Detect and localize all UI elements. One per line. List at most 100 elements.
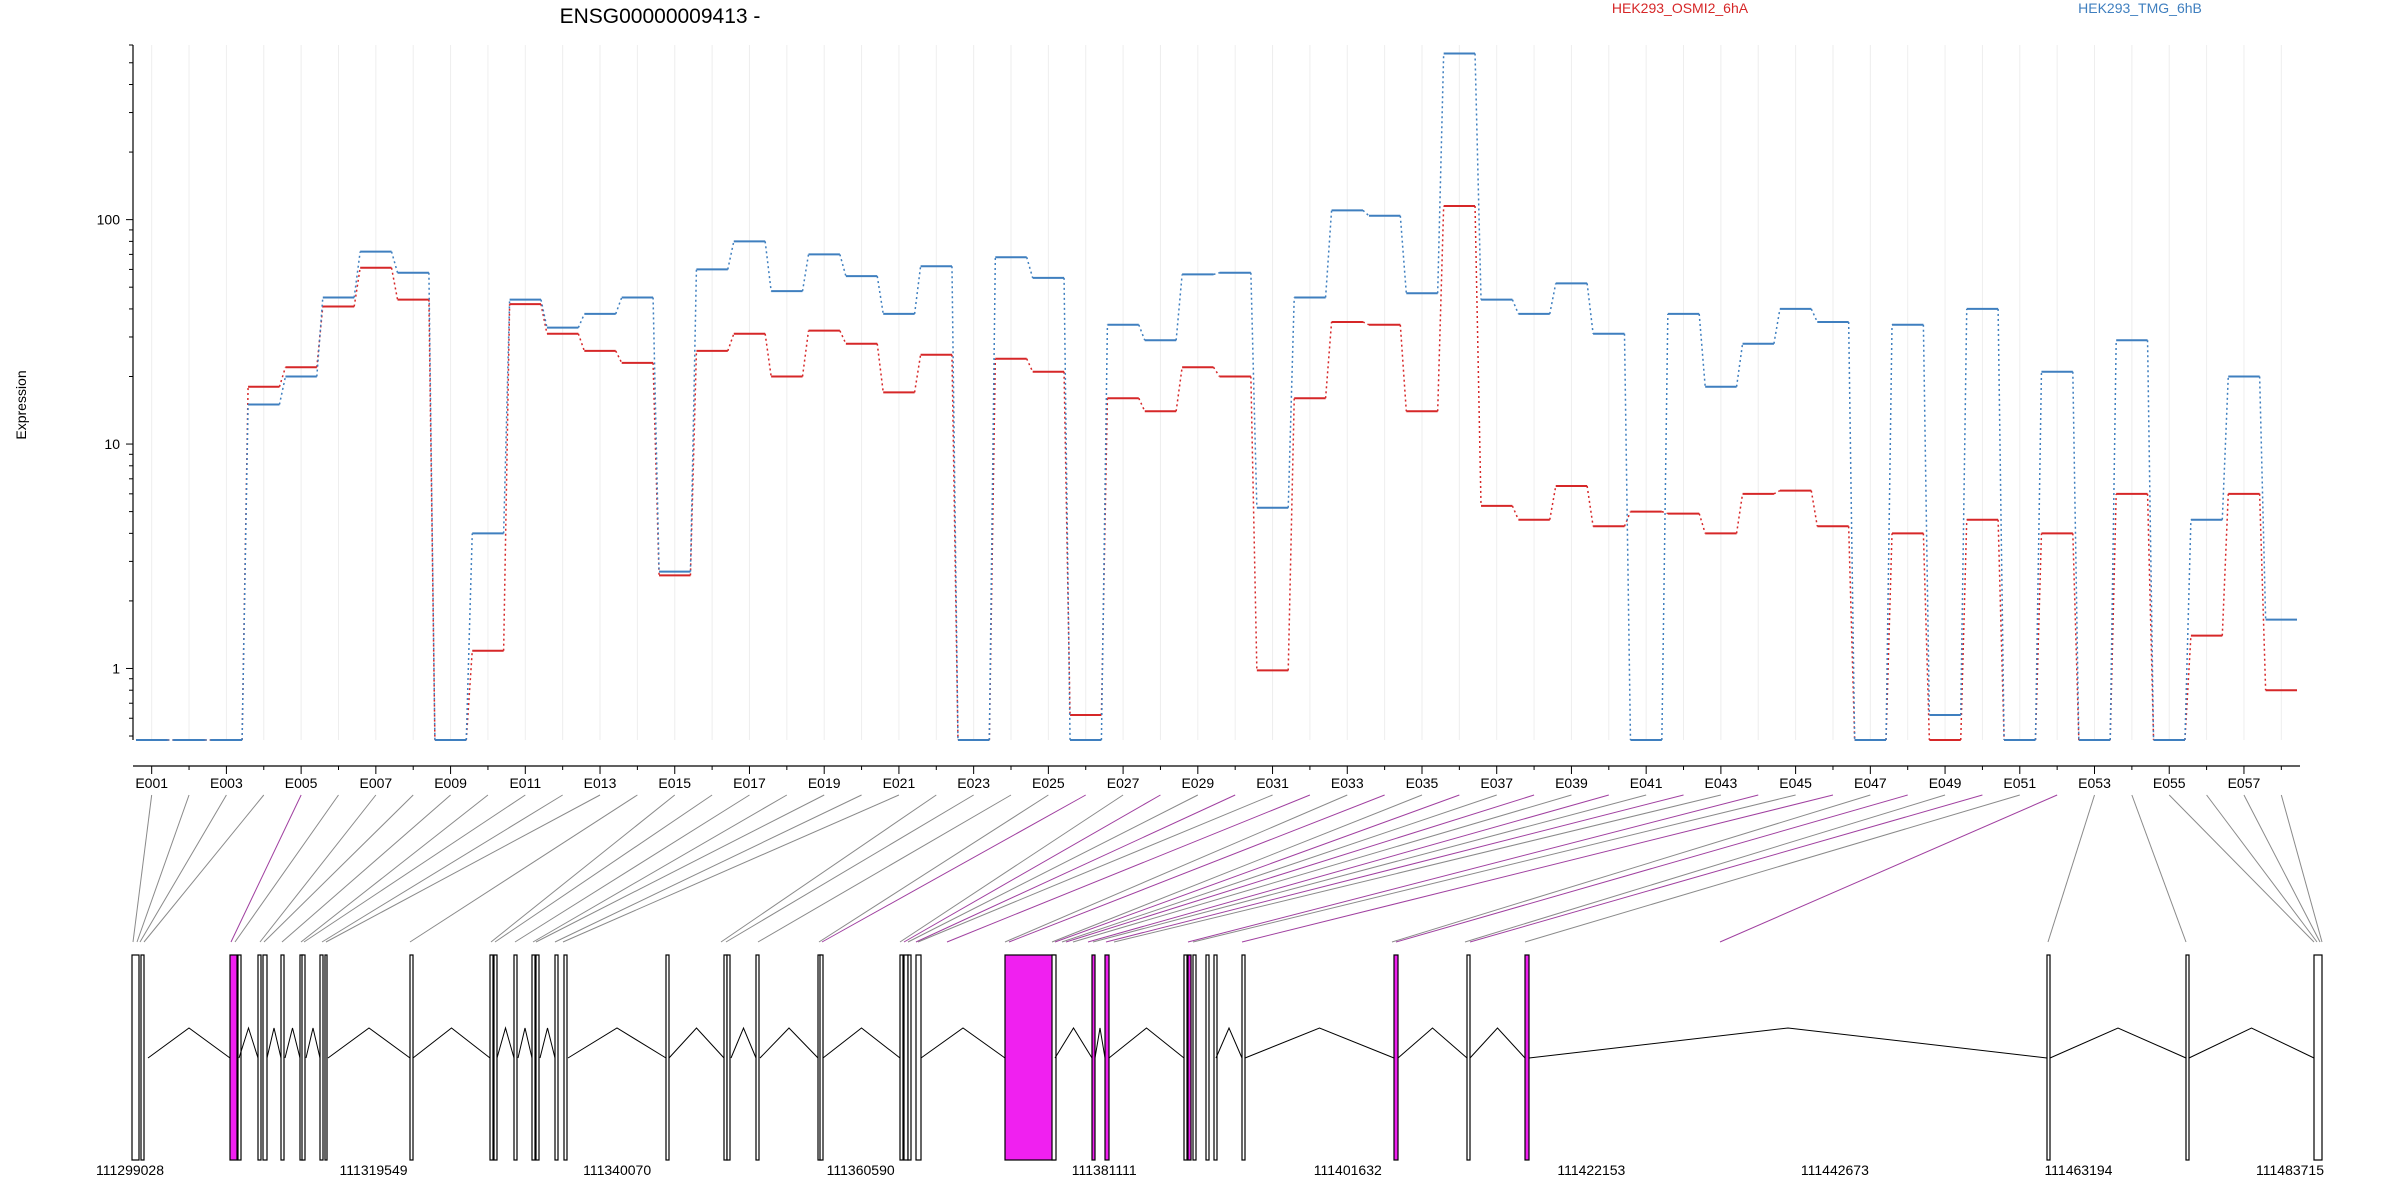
x-tick-label: E027 xyxy=(1107,775,1140,791)
exon-block xyxy=(907,954,912,1161)
exon-connector xyxy=(1072,794,1572,943)
coordinate-label: 111340070 xyxy=(583,1162,651,1178)
series-connector xyxy=(801,254,810,292)
intron-line xyxy=(266,1027,282,1059)
series-connector xyxy=(652,297,660,572)
exon-connector xyxy=(1113,794,1722,943)
series-connector xyxy=(727,241,735,270)
series-connector xyxy=(278,376,287,405)
coordinate-label: 111360590 xyxy=(827,1162,895,1178)
intron-line xyxy=(567,1027,667,1059)
intron-line xyxy=(1054,1027,1093,1059)
x-tick-label: E043 xyxy=(1705,775,1738,791)
intron-line xyxy=(1528,1027,2048,1059)
genomic-coordinate-labels: 111299028 111319549 111340070 111360590 1113… xyxy=(96,1162,2324,1178)
x-tick-label: E003 xyxy=(210,775,243,791)
exon-block xyxy=(1241,954,1246,1161)
exon-connector xyxy=(325,794,601,943)
series-connector xyxy=(1847,526,1856,741)
series-connector xyxy=(801,330,810,377)
intron-line xyxy=(284,1027,301,1059)
exon-block-highlight xyxy=(1104,954,1110,1161)
coordinate-label: 111483715 xyxy=(2256,1162,2324,1178)
exon-connector xyxy=(136,794,190,943)
series-connector xyxy=(1138,324,1146,341)
exon-connector xyxy=(562,794,900,943)
exon-block xyxy=(131,954,140,1161)
series-1 xyxy=(135,205,2298,741)
exon-connector xyxy=(132,794,153,943)
series-connector xyxy=(1698,513,1706,534)
x-tick-label: E007 xyxy=(360,775,393,791)
exon-connector xyxy=(2131,794,2187,943)
series-connector xyxy=(1922,324,1931,716)
x-tick-label: E029 xyxy=(1181,775,1214,791)
intron-line xyxy=(759,1027,819,1059)
x-tick-label: E041 xyxy=(1630,775,1663,791)
series-connector xyxy=(278,366,287,387)
series-connector xyxy=(615,297,623,315)
intron-line xyxy=(1108,1027,1185,1059)
x-tick-label: E015 xyxy=(658,775,691,791)
exon-connector xyxy=(917,794,1273,943)
x-tick-label: E037 xyxy=(1480,775,1513,791)
exon-connector xyxy=(907,794,1199,943)
series-connector xyxy=(1063,277,1071,741)
exon-connector xyxy=(903,794,1161,943)
exon-connector xyxy=(490,794,676,943)
series-connector xyxy=(1213,271,1220,276)
series-connector xyxy=(1324,321,1333,399)
series-connector xyxy=(1586,283,1594,334)
exon-block-highlight xyxy=(1524,954,1530,1161)
exon-connector xyxy=(1187,794,1759,943)
series-connector xyxy=(540,299,548,328)
series-connector xyxy=(1661,510,1669,515)
exon-block xyxy=(1192,954,1197,1161)
x-tick-label: E047 xyxy=(1854,775,1887,791)
exon-connector xyxy=(2280,794,2323,943)
intron-line xyxy=(1469,1027,1526,1059)
series-connector xyxy=(1212,366,1221,377)
series-connector xyxy=(1511,299,1520,315)
series-connector xyxy=(2221,493,2230,636)
coordinate-label: 111463194 xyxy=(2044,1162,2112,1178)
series-connector xyxy=(1138,397,1146,412)
exon-block xyxy=(755,954,760,1161)
exon-block xyxy=(535,954,540,1161)
series-connector xyxy=(839,330,847,345)
exon-block xyxy=(280,954,285,1161)
exon-connector xyxy=(1051,794,1423,943)
series-connector xyxy=(1549,283,1557,315)
intron-line xyxy=(2188,1027,2315,1059)
intron-line xyxy=(822,1027,901,1059)
exon-connector xyxy=(1087,794,1609,943)
exon-block xyxy=(665,954,670,1161)
x-tick-label: E011 xyxy=(509,775,541,791)
series-connector xyxy=(390,267,399,300)
series-connector xyxy=(951,354,959,741)
exon-block xyxy=(2046,954,2051,1161)
x-tick-label: E023 xyxy=(957,775,990,791)
exon-connector xyxy=(2206,794,2318,943)
legend-series-1: HEK293_OSMI2_6hA xyxy=(1612,0,1749,16)
coordinate-label: 111319549 xyxy=(340,1162,408,1178)
exon-connector xyxy=(143,794,265,943)
exon-block-highlight xyxy=(1393,954,1399,1161)
exon-connector xyxy=(230,794,302,943)
exon-connector xyxy=(821,794,1086,943)
series-connector xyxy=(1661,313,1669,741)
chart-title: ENSG00000009413 - xyxy=(560,5,761,28)
intron-line xyxy=(1397,1027,1468,1059)
series-connector xyxy=(241,404,249,741)
series-connector xyxy=(689,269,698,572)
exon-connector xyxy=(946,794,1311,943)
series-connector xyxy=(390,251,399,273)
intron-line xyxy=(305,1027,321,1059)
series-connector xyxy=(1698,313,1706,387)
intron-line xyxy=(517,1027,533,1059)
exon-connector xyxy=(720,794,937,943)
series-connector xyxy=(2034,371,2043,741)
series-connector xyxy=(465,650,473,741)
series-connector xyxy=(1474,53,1482,300)
exon-block-highlight xyxy=(1091,954,1096,1161)
